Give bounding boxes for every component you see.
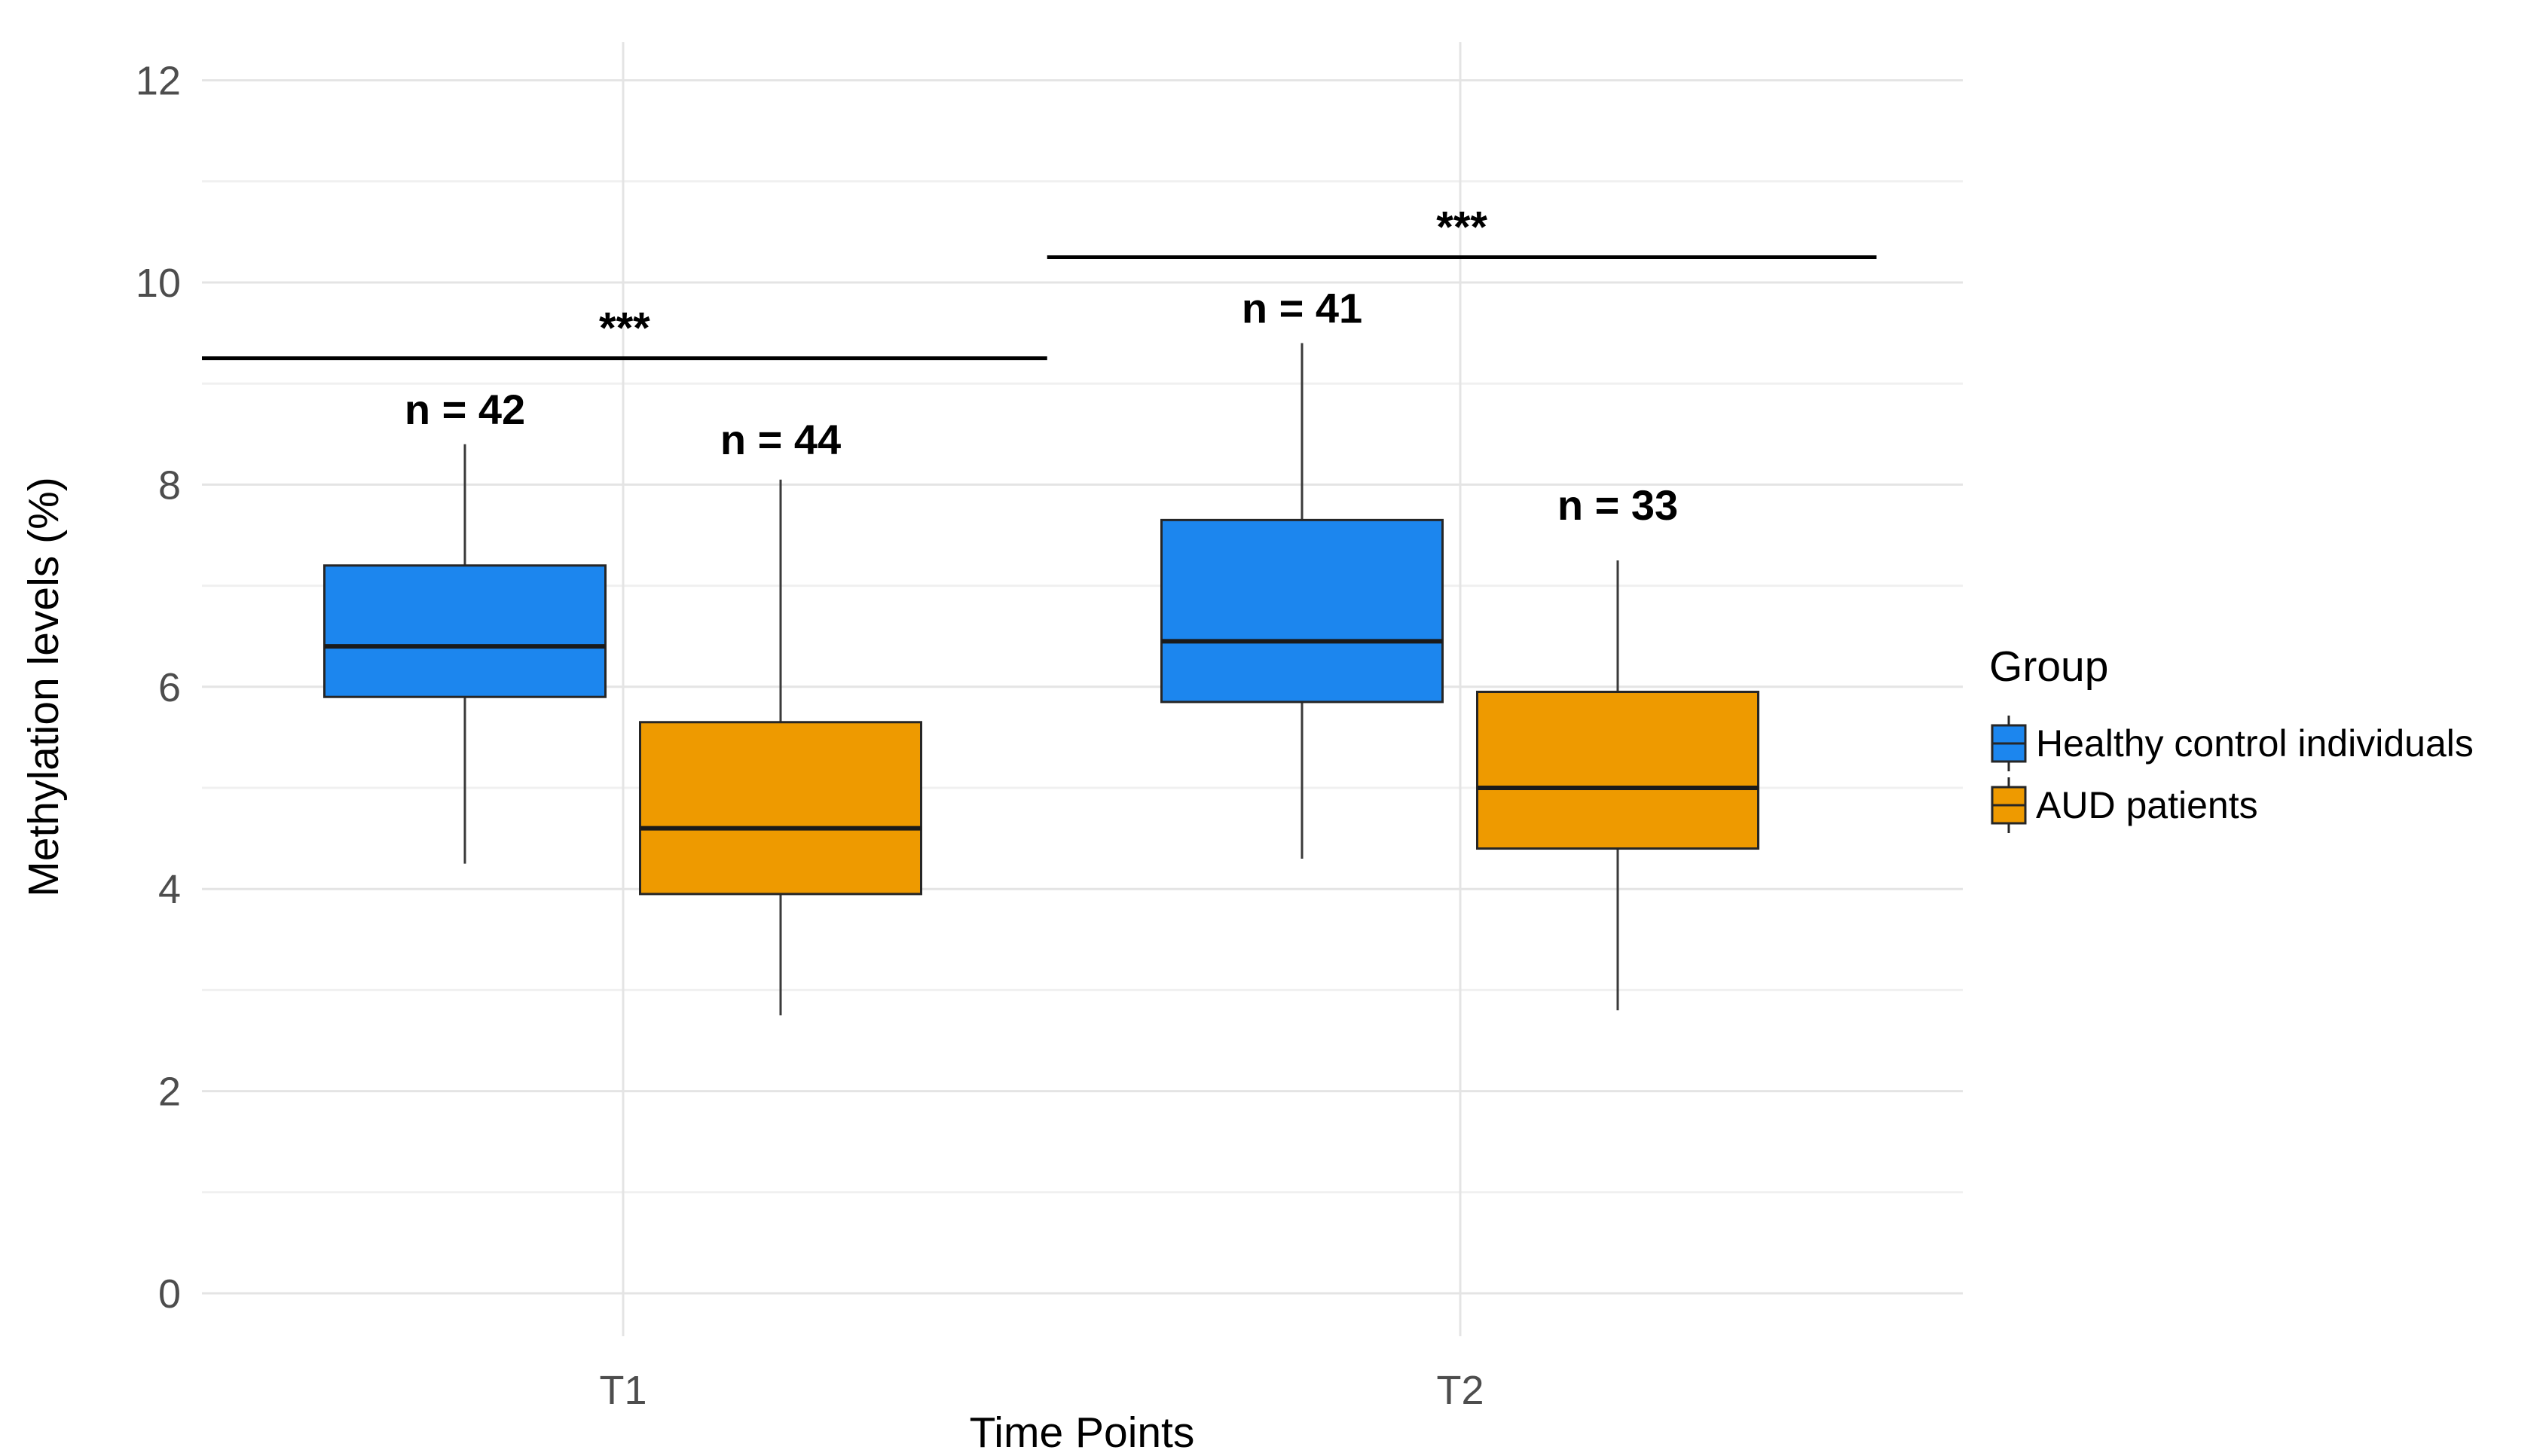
x-tick-label: T2 <box>1436 1368 1484 1413</box>
y-tick-label: 6 <box>158 665 181 710</box>
significance-stars-T2: *** <box>1436 203 1487 252</box>
boxplot-key-icon <box>1991 777 2027 833</box>
y-tick-label: 4 <box>158 867 181 912</box>
legend-item-healthy: Healthy control individuals <box>1989 713 2474 774</box>
legend: Group Healthy control individuals AUD pa… <box>1989 642 2474 836</box>
boxplot-key-icon <box>1991 716 2027 771</box>
y-axis-title: Methylation levels (%) <box>20 477 68 897</box>
legend-label-aud: AUD patients <box>2036 784 2258 826</box>
box-aud-T1 <box>639 721 922 896</box>
x-axis-title: Time Points <box>969 1409 1195 1456</box>
legend-item-aud: AUD patients <box>1989 774 2474 836</box>
legend-label-healthy: Healthy control individuals <box>2036 722 2474 765</box>
legend-title: Group <box>1989 643 2109 691</box>
y-tick-label: 10 <box>136 261 181 306</box>
n-count-label-healthy-T2: n = 41 <box>1242 285 1362 332</box>
y-tick-label: 0 <box>158 1271 181 1317</box>
y-tick-label: 12 <box>136 59 181 104</box>
box-healthy-T1 <box>323 564 607 698</box>
x-tick-label: T1 <box>599 1368 646 1413</box>
y-tick-label: 2 <box>158 1070 181 1115</box>
y-tick-label: 8 <box>158 462 181 508</box>
box-aud-T2 <box>1476 691 1759 850</box>
n-count-label-healthy-T1: n = 42 <box>405 386 525 433</box>
significance-stars-T1: *** <box>599 304 650 353</box>
box-healthy-T2 <box>1160 518 1444 704</box>
n-count-label-aud-T2: n = 33 <box>1557 481 1678 529</box>
n-count-label-aud-T1: n = 44 <box>720 416 841 463</box>
